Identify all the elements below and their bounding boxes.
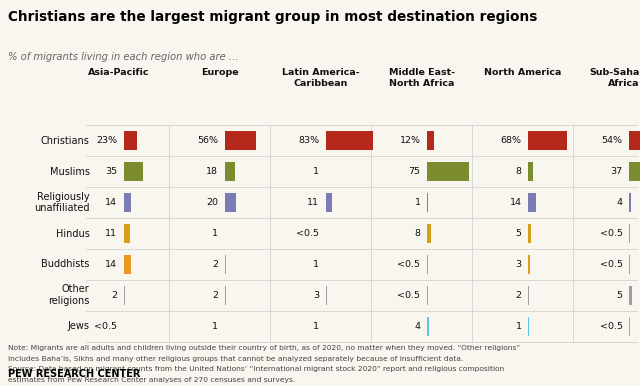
Bar xyxy=(528,255,530,274)
Text: Source: Data based on migrant counts from the United Nations’ “International mig: Source: Data based on migrant counts fro… xyxy=(8,366,504,372)
Bar xyxy=(225,131,257,151)
Text: Religiously
unaffiliated: Religiously unaffiliated xyxy=(34,192,90,213)
Text: Latin America-
Caribbean: Latin America- Caribbean xyxy=(282,68,360,88)
Text: 4: 4 xyxy=(415,322,420,331)
Bar xyxy=(528,317,529,336)
Text: Jews: Jews xyxy=(68,321,90,331)
Text: 2: 2 xyxy=(111,291,117,300)
Text: 2: 2 xyxy=(212,260,218,269)
Bar xyxy=(225,162,235,181)
Text: 5: 5 xyxy=(516,229,522,238)
Text: % of migrants living in each region who are ...: % of migrants living in each region who … xyxy=(8,52,238,62)
Bar xyxy=(427,255,428,274)
Text: 2: 2 xyxy=(516,291,522,300)
Text: 1: 1 xyxy=(314,322,319,331)
Text: <0.5: <0.5 xyxy=(397,291,420,300)
Text: 12%: 12% xyxy=(399,136,420,146)
Text: Muslims: Muslims xyxy=(50,167,90,177)
Bar xyxy=(427,224,431,243)
Text: North America: North America xyxy=(484,68,561,76)
Text: Hindus: Hindus xyxy=(56,229,90,239)
Text: 5: 5 xyxy=(617,291,623,300)
Bar xyxy=(225,286,226,305)
Bar xyxy=(528,193,536,212)
Bar xyxy=(427,162,470,181)
Bar xyxy=(528,162,532,181)
Text: 1: 1 xyxy=(314,260,319,269)
Text: 11: 11 xyxy=(105,229,117,238)
Text: PEW RESEARCH CENTER: PEW RESEARCH CENTER xyxy=(8,369,140,379)
Text: 75: 75 xyxy=(408,167,420,176)
Bar xyxy=(124,286,125,305)
Text: 8: 8 xyxy=(516,167,522,176)
Text: includes Baha’is, Sikhs and many other religious groups that cannot be analyzed : includes Baha’is, Sikhs and many other r… xyxy=(8,356,463,362)
Text: 1: 1 xyxy=(212,322,218,331)
Text: 4: 4 xyxy=(617,198,623,207)
Text: 23%: 23% xyxy=(96,136,117,146)
Bar xyxy=(225,255,226,274)
Text: Middle East-
North Africa: Middle East- North Africa xyxy=(388,68,455,88)
Text: 1: 1 xyxy=(516,322,522,331)
Text: Christians: Christians xyxy=(41,136,90,146)
Bar xyxy=(629,286,632,305)
Bar xyxy=(427,317,429,336)
Bar xyxy=(629,162,640,181)
Text: Sub-Saharan
Africa: Sub-Saharan Africa xyxy=(590,68,640,88)
Text: Note: Migrants are all adults and children living outside their country of birth: Note: Migrants are all adults and childr… xyxy=(8,345,520,351)
Text: 1: 1 xyxy=(415,198,420,207)
Text: Buddhists: Buddhists xyxy=(41,259,90,269)
Bar xyxy=(124,131,136,151)
Text: 3: 3 xyxy=(313,291,319,300)
Text: 3: 3 xyxy=(515,260,522,269)
Text: 54%: 54% xyxy=(602,136,623,146)
Text: <0.5: <0.5 xyxy=(600,260,623,269)
Text: <0.5: <0.5 xyxy=(600,229,623,238)
Text: 83%: 83% xyxy=(298,136,319,146)
Bar xyxy=(528,224,531,243)
Text: 20: 20 xyxy=(206,198,218,207)
Bar xyxy=(326,131,373,151)
Text: 1: 1 xyxy=(212,229,218,238)
Text: 8: 8 xyxy=(415,229,420,238)
Text: 2: 2 xyxy=(212,291,218,300)
Bar xyxy=(124,255,131,274)
Text: 1: 1 xyxy=(314,167,319,176)
Text: 18: 18 xyxy=(206,167,218,176)
Bar xyxy=(326,193,332,212)
Text: 14: 14 xyxy=(105,260,117,269)
Text: 56%: 56% xyxy=(197,136,218,146)
Text: 11: 11 xyxy=(307,198,319,207)
Text: 14: 14 xyxy=(509,198,522,207)
Bar xyxy=(629,193,632,212)
Bar xyxy=(225,193,236,212)
Bar xyxy=(629,131,640,151)
Bar xyxy=(427,131,434,151)
Text: Europe: Europe xyxy=(201,68,238,76)
Bar xyxy=(528,131,566,151)
Bar xyxy=(124,193,131,212)
Text: Other
religions: Other religions xyxy=(48,284,90,306)
Bar xyxy=(427,286,428,305)
Bar xyxy=(427,193,428,212)
Text: estimates from Pew Research Center analyses of 270 censuses and surveys.: estimates from Pew Research Center analy… xyxy=(8,377,295,383)
Text: 68%: 68% xyxy=(500,136,522,146)
Text: <0.5: <0.5 xyxy=(397,260,420,269)
Bar xyxy=(124,224,130,243)
Text: <0.5: <0.5 xyxy=(296,229,319,238)
Bar xyxy=(124,162,143,181)
Text: 35: 35 xyxy=(105,167,117,176)
Bar xyxy=(326,286,328,305)
Text: 37: 37 xyxy=(611,167,623,176)
Text: <0.5: <0.5 xyxy=(600,322,623,331)
Text: Christians are the largest migrant group in most destination regions: Christians are the largest migrant group… xyxy=(8,10,537,24)
Text: <0.5: <0.5 xyxy=(94,322,117,331)
Text: Asia-Pacific: Asia-Pacific xyxy=(88,68,149,76)
Bar xyxy=(528,286,529,305)
Text: 14: 14 xyxy=(105,198,117,207)
